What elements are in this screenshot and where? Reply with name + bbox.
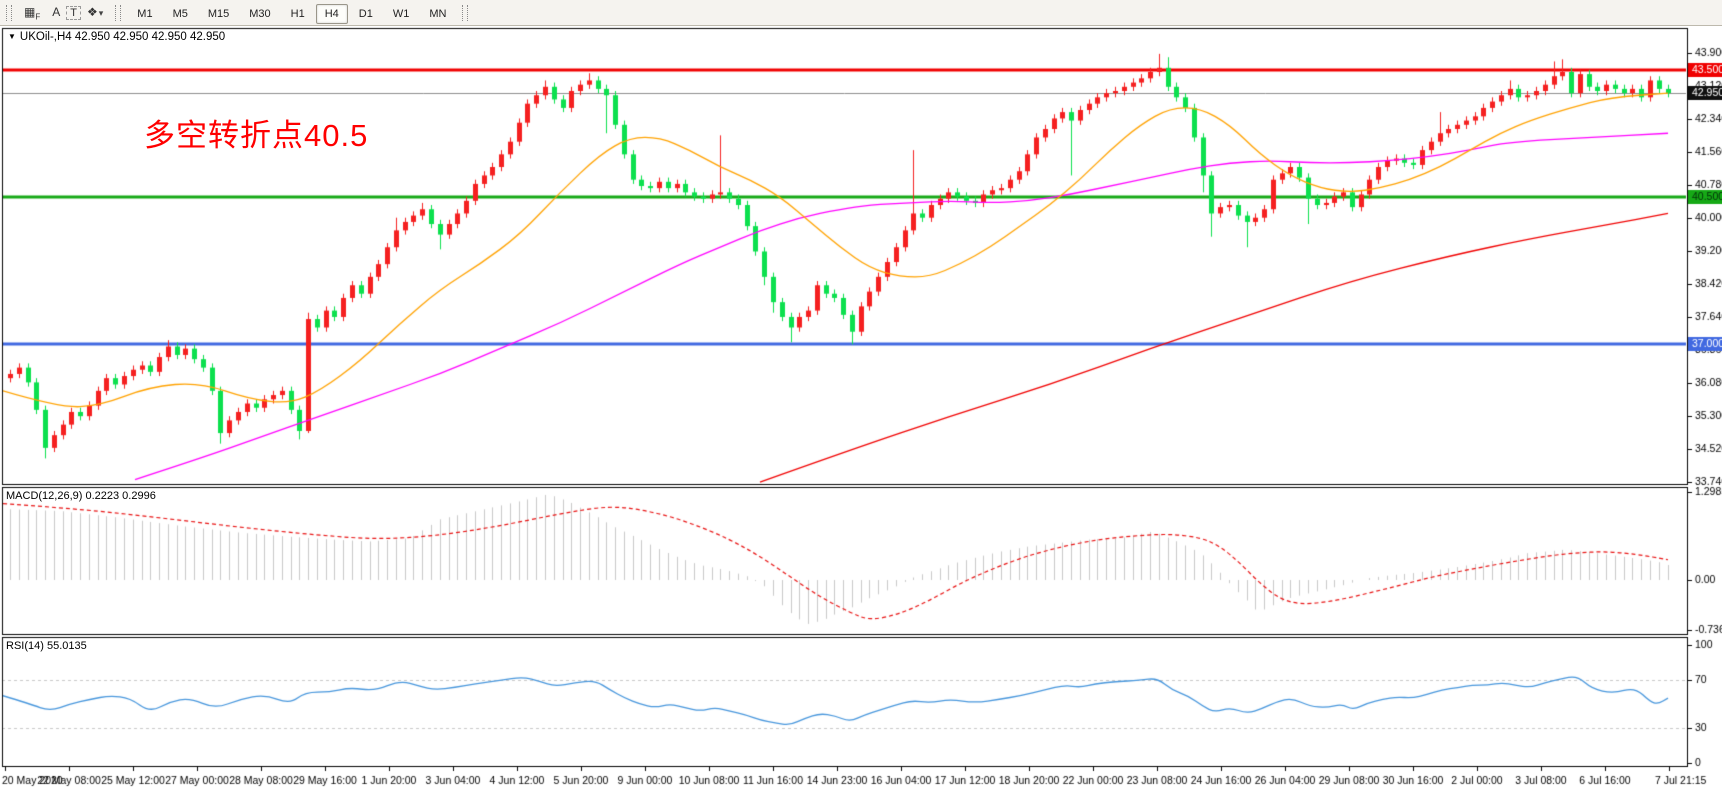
text-box-icon[interactable]: T <box>66 6 81 21</box>
symbol-quote-line: UKOil-,H4 42.950 42.950 42.950 42.950 <box>19 31 226 43</box>
timeframe-button-h4[interactable]: H4 <box>315 3 348 24</box>
macd-indicator-label: MACD(12,26,9) 0.2223 0.2996 <box>6 490 156 502</box>
timeframe-button-h1[interactable]: H1 <box>290 7 305 20</box>
timeframe-button-m15[interactable]: M15 <box>207 7 230 20</box>
text-label-icon[interactable]: A <box>52 5 61 20</box>
rsi-indicator-label: RSI(14) 55.0135 <box>6 640 87 652</box>
toolbar: ▦F A T ❖▾ M1 M5 M15 M30 H1 H4 D1 W1 MN <box>0 0 1722 26</box>
timeframe-button-m30[interactable]: M30 <box>249 7 271 20</box>
price-scale[interactable] <box>1687 26 1722 766</box>
chart-title: ▼ UKOil-,H4 42.950 42.950 42.950 42.950 <box>8 31 225 43</box>
time-scale[interactable] <box>0 766 1687 792</box>
toolbar-drag-handle[interactable] <box>462 4 469 21</box>
toolbar-drag-handle[interactable] <box>6 4 12 21</box>
toolbar-drag-handle[interactable] <box>115 4 122 21</box>
chart-annotation-text[interactable]: 多空转折点40.5 <box>144 118 369 153</box>
timeframe-button-mn[interactable]: MN <box>429 7 447 20</box>
chevron-down-icon[interactable]: ▼ <box>8 32 16 41</box>
tick-chart-icon[interactable]: ▦F <box>24 5 41 22</box>
timeframe-button-d1[interactable]: D1 <box>358 7 373 20</box>
timeframe-button-m5[interactable]: M5 <box>172 7 188 20</box>
toolbar-tools: ▦F A T ❖▾ <box>18 3 109 21</box>
timeframe-button-m1[interactable]: M1 <box>137 7 153 20</box>
indicators-icon[interactable]: ❖▾ <box>86 5 104 20</box>
timeframe-button-w1[interactable]: W1 <box>392 7 410 20</box>
timeframe-buttons: M1 M5 M15 M30 H1 H4 D1 W1 MN <box>127 3 456 24</box>
